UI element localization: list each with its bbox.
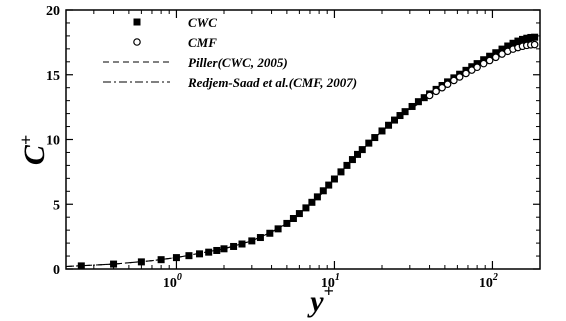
legend-label: CMF <box>188 35 217 50</box>
cwc-point <box>519 35 527 43</box>
plot-frame <box>65 9 541 270</box>
cwc-point <box>295 210 303 218</box>
cwc-point <box>514 37 522 45</box>
x-tick-label: 101 <box>321 272 340 291</box>
cmf-point <box>425 91 434 100</box>
cwc-point <box>527 33 535 41</box>
legend-label: Redjem-Saad et al.(CMF, 2007) <box>187 75 357 90</box>
cmf-point <box>438 83 446 92</box>
cwc-point <box>205 248 213 256</box>
cmf-point <box>485 56 494 65</box>
cwc-point <box>509 39 517 47</box>
cwc-point <box>319 187 327 195</box>
cwc-point <box>401 108 409 116</box>
cwc-point <box>343 161 351 169</box>
cwc-point <box>498 45 506 53</box>
cmf-point <box>450 76 458 85</box>
legend-marker-cmf <box>133 38 141 46</box>
cwc-point <box>256 234 264 242</box>
cwc-point <box>110 260 118 268</box>
cwc-point <box>137 258 145 266</box>
cwc-point <box>302 204 310 212</box>
cmf-point <box>432 87 440 96</box>
cwc-point <box>77 262 85 270</box>
cwc-point <box>480 56 488 64</box>
x-tick-label: 102 <box>479 272 498 291</box>
cwc-point <box>420 94 428 102</box>
x-axis-title: y+ <box>307 281 334 318</box>
cwc-point <box>523 34 531 42</box>
x-tick-label: 100 <box>163 272 182 291</box>
cwc-point <box>308 198 316 206</box>
cwc-point <box>504 42 512 50</box>
legend-label: CWC <box>188 15 217 30</box>
legend-marker-cwc <box>133 18 141 26</box>
cwc-point <box>358 146 366 154</box>
y-tick-label: 15 <box>46 69 60 84</box>
legend: CWC CMF Piller(CWC, 2005) Redjem-Saad et al… <box>103 15 357 90</box>
cwc-point <box>313 193 321 201</box>
cwc-point <box>330 175 338 183</box>
y-tick-label: 10 <box>46 134 60 149</box>
y-tick-label: 0 <box>53 263 60 278</box>
cwc-point <box>238 240 246 248</box>
cwc-point <box>408 102 416 110</box>
cmf-point <box>479 59 488 68</box>
cwc-point <box>365 139 373 147</box>
cwc-point <box>213 246 221 254</box>
legend-label: Piller(CWC, 2005) <box>188 55 288 70</box>
cwc-point <box>248 237 256 245</box>
cwc-point <box>157 256 165 264</box>
cwc-point <box>337 168 345 176</box>
cwc-point <box>325 181 333 189</box>
y-tick-label: 5 <box>53 198 60 213</box>
cwc-point <box>230 242 238 250</box>
cwc-point <box>385 121 393 129</box>
series-markers <box>77 33 539 270</box>
cmf-point <box>443 80 452 89</box>
cwc-point <box>414 98 422 106</box>
cwc-point <box>348 156 356 164</box>
cwc-point <box>396 112 404 120</box>
cwc-point <box>172 254 180 262</box>
cmf-point <box>530 40 539 49</box>
cwc-point <box>391 116 399 124</box>
cwc-point <box>531 33 539 41</box>
cwc-point <box>371 134 379 142</box>
cwc-point <box>220 245 228 253</box>
y-axis-title: C+ <box>16 135 51 165</box>
cwc-point <box>185 252 193 260</box>
y-tick-label: 20 <box>46 4 60 19</box>
cwc-point <box>492 49 500 57</box>
cwc-point <box>378 127 386 135</box>
cwc-point <box>274 225 282 233</box>
axis-ticks: 0 5 10 15 20 100 101 102 <box>46 4 541 291</box>
cmf-point <box>491 53 500 62</box>
cwc-point <box>486 52 494 60</box>
cwc-point <box>289 214 297 222</box>
cwc-point <box>196 250 204 258</box>
cmf-point <box>455 73 464 81</box>
cwc-point <box>266 229 274 237</box>
cmf-point <box>473 63 481 72</box>
cwc-point <box>354 150 362 158</box>
cmf-point <box>462 69 470 78</box>
cwc-point <box>283 219 291 227</box>
